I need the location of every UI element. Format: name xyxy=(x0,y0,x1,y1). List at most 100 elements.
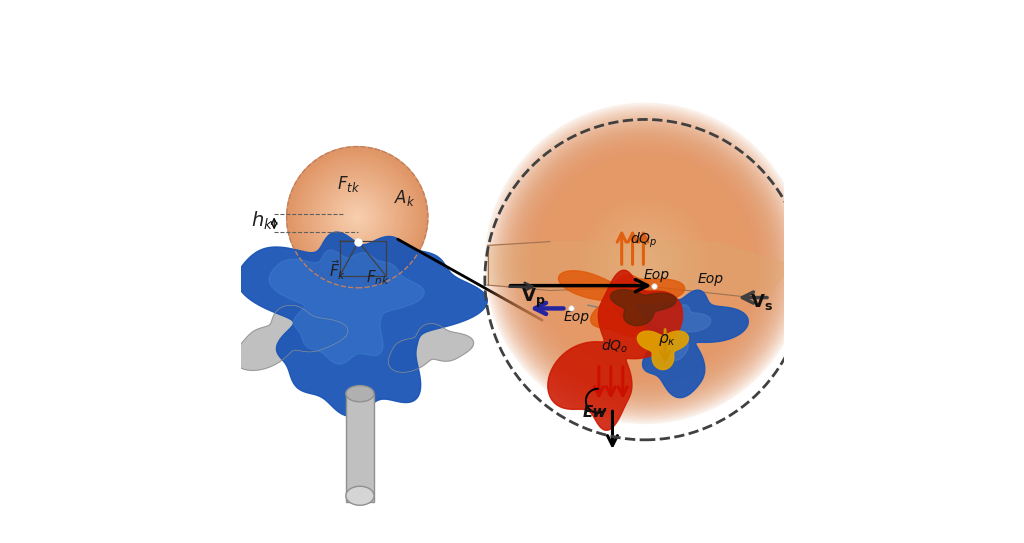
Circle shape xyxy=(289,148,426,286)
Circle shape xyxy=(316,176,398,258)
Circle shape xyxy=(618,237,672,290)
Text: $F_{tk}$: $F_{tk}$ xyxy=(337,174,360,194)
Circle shape xyxy=(313,173,401,261)
Circle shape xyxy=(609,228,681,299)
Circle shape xyxy=(531,149,759,377)
Circle shape xyxy=(346,206,369,229)
Text: $dQ_o$: $dQ_o$ xyxy=(600,337,628,355)
Circle shape xyxy=(537,155,754,372)
Polygon shape xyxy=(269,250,424,364)
Circle shape xyxy=(349,209,366,225)
Text: Eop: Eop xyxy=(643,268,670,282)
Circle shape xyxy=(529,148,761,379)
Text: Eop: Eop xyxy=(697,273,724,287)
Circle shape xyxy=(599,217,691,310)
Circle shape xyxy=(306,166,409,268)
Text: $\mathbf{V_s}$: $\mathbf{V_s}$ xyxy=(750,292,773,312)
Circle shape xyxy=(330,190,385,244)
Circle shape xyxy=(519,137,771,390)
Circle shape xyxy=(573,192,716,334)
Polygon shape xyxy=(237,232,487,416)
Circle shape xyxy=(353,213,361,222)
Polygon shape xyxy=(558,271,685,337)
Polygon shape xyxy=(234,305,348,370)
Circle shape xyxy=(340,200,375,235)
Circle shape xyxy=(496,114,795,413)
Circle shape xyxy=(494,112,797,415)
Circle shape xyxy=(318,179,396,256)
Circle shape xyxy=(616,235,674,292)
Circle shape xyxy=(340,200,374,234)
Polygon shape xyxy=(615,290,749,397)
Circle shape xyxy=(614,233,675,294)
Circle shape xyxy=(604,223,686,304)
Circle shape xyxy=(334,194,380,240)
Circle shape xyxy=(347,207,367,227)
Circle shape xyxy=(638,256,652,270)
Circle shape xyxy=(295,155,420,280)
Circle shape xyxy=(621,238,670,288)
Circle shape xyxy=(307,167,408,268)
Circle shape xyxy=(302,162,412,272)
Ellipse shape xyxy=(346,386,374,402)
Circle shape xyxy=(501,119,790,408)
Circle shape xyxy=(303,163,411,271)
Circle shape xyxy=(324,184,391,251)
Circle shape xyxy=(336,196,379,238)
Circle shape xyxy=(524,142,766,384)
Circle shape xyxy=(329,189,385,245)
Circle shape xyxy=(535,153,756,374)
Circle shape xyxy=(595,213,695,313)
Circle shape xyxy=(578,195,713,331)
Text: Ew: Ew xyxy=(583,405,607,420)
Circle shape xyxy=(553,171,737,356)
Circle shape xyxy=(588,206,702,320)
Circle shape xyxy=(328,187,387,247)
Ellipse shape xyxy=(346,487,374,505)
Circle shape xyxy=(290,149,425,285)
Polygon shape xyxy=(637,331,688,370)
Circle shape xyxy=(352,212,362,223)
Circle shape xyxy=(353,214,360,221)
Circle shape xyxy=(321,180,394,254)
Circle shape xyxy=(347,207,368,228)
Circle shape xyxy=(296,156,418,278)
Circle shape xyxy=(322,182,392,252)
Circle shape xyxy=(308,169,406,266)
Circle shape xyxy=(328,188,386,247)
Circle shape xyxy=(503,121,787,406)
Circle shape xyxy=(308,168,407,267)
Polygon shape xyxy=(487,242,795,299)
Circle shape xyxy=(314,174,400,261)
Circle shape xyxy=(532,151,757,376)
Circle shape xyxy=(293,153,422,282)
Circle shape xyxy=(327,186,388,248)
Circle shape xyxy=(355,216,359,219)
Circle shape xyxy=(513,131,777,395)
Circle shape xyxy=(343,203,372,231)
Circle shape xyxy=(568,187,722,340)
Circle shape xyxy=(590,208,700,319)
Circle shape xyxy=(350,210,365,224)
Text: $\rho_\kappa$: $\rho_\kappa$ xyxy=(657,332,676,348)
Circle shape xyxy=(332,192,383,243)
Circle shape xyxy=(558,176,732,351)
Circle shape xyxy=(539,156,752,370)
Circle shape xyxy=(310,171,404,264)
Polygon shape xyxy=(642,305,711,361)
Circle shape xyxy=(607,226,682,301)
Circle shape xyxy=(594,212,696,315)
Circle shape xyxy=(312,172,402,262)
Circle shape xyxy=(629,248,662,280)
Circle shape xyxy=(325,185,390,250)
Text: $dQ_p$: $dQ_p$ xyxy=(631,230,657,250)
Circle shape xyxy=(339,199,376,236)
Circle shape xyxy=(611,230,679,297)
Circle shape xyxy=(542,160,749,367)
Circle shape xyxy=(561,180,729,347)
Text: $F_{nk}$: $F_{nk}$ xyxy=(367,268,390,287)
Circle shape xyxy=(334,193,381,241)
Circle shape xyxy=(544,162,746,365)
Circle shape xyxy=(300,160,415,275)
Circle shape xyxy=(633,251,657,276)
